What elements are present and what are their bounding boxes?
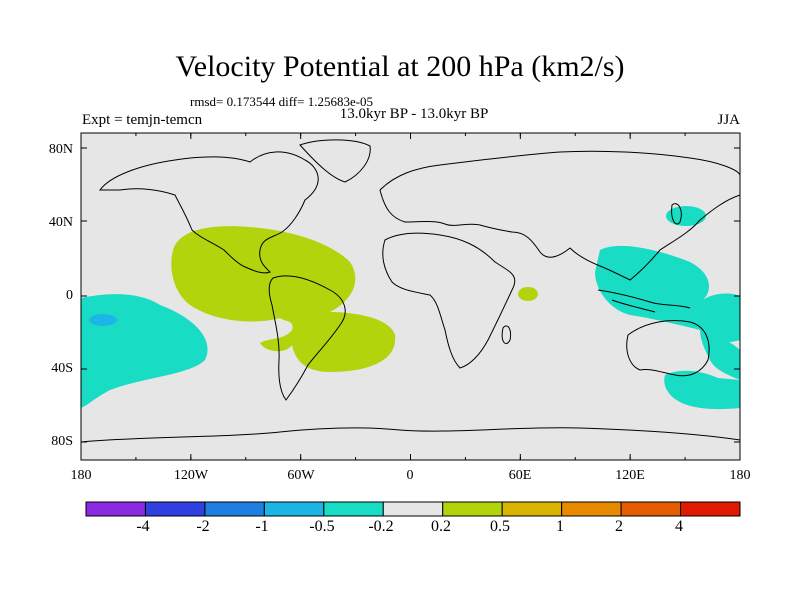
colorbar-swatch [620,501,682,517]
lon-label-60e: 60E [508,468,532,483]
subtitle: 13.0kyr BP - 13.0kyr BP [339,106,489,122]
colorbar-swatch [323,501,384,517]
colorbar-label: -0.5 [309,518,335,535]
coastline-japan [671,203,682,225]
colorbar [85,501,741,517]
colorbar-label: 4 [675,518,683,535]
colorbar-label: 2 [615,518,623,535]
lat-label-80n: 80N [48,142,73,157]
colorbar-label: -0.2 [368,518,394,535]
coastline-north-america [99,151,319,274]
colorbar-label: -4 [136,518,150,535]
negative-region-south-pacific [664,370,740,410]
colorbar-label: -2 [196,518,210,535]
colorbar-swatch [680,501,741,517]
lon-label-0: 0 [406,468,414,483]
colorbar-label: -1 [255,518,269,535]
lat-label-80s: 80S [51,434,73,449]
colorbar-swatch [85,501,146,517]
axis-ticks [80,133,741,460]
colorbar-swatch [561,501,622,517]
colorbar-swatch [442,501,503,517]
colorbar-label: 0.2 [431,518,451,535]
colorbar-swatch [382,501,444,517]
coastline-antarctica [80,427,741,443]
positive-region-indian-ocean [518,287,538,301]
lon-label-60w: 60W [287,468,315,483]
lon-label-120w: 120W [173,468,209,483]
lat-label-0: 0 [66,288,73,303]
map-title: Velocity Potential at 200 hPa (km2/s) [175,50,625,83]
coastline-eurasia [379,150,741,281]
colorbar-label: 0.5 [490,518,510,535]
colorbar-label: 1 [556,518,564,535]
colorbar-swatch [144,501,206,517]
lat-label-40n: 40N [48,215,73,230]
negative-region-west-pacific [595,245,740,342]
negative-region-south-pacific-2 [700,330,740,380]
coastline-greenland [299,139,371,183]
coastline-australia [626,320,710,377]
positive-region-americas [171,226,396,372]
colorbar-swatch [204,501,265,517]
deep-negative-east-pacific [89,314,117,326]
coastline-madagascar [501,325,511,344]
lon-label-180w: 180 [70,468,92,483]
stats-line: rmsd= 0.173544 diff= 1.25683e-05 [190,94,374,109]
colorbar-swatch [263,501,325,517]
lon-label-180e: 180 [729,468,751,483]
lon-label-120e: 120E [615,468,645,483]
season-label: JJA [717,112,740,128]
coastline-africa [382,232,516,369]
colorbar-swatch [501,501,563,517]
negative-region-japan [666,206,706,226]
coastline-indonesia [597,289,691,313]
lat-label-40s: 40S [51,361,73,376]
coastlines [80,139,741,443]
experiment-label: Expt = temjn-temcn [82,112,203,128]
coastline-south-america [268,275,346,401]
